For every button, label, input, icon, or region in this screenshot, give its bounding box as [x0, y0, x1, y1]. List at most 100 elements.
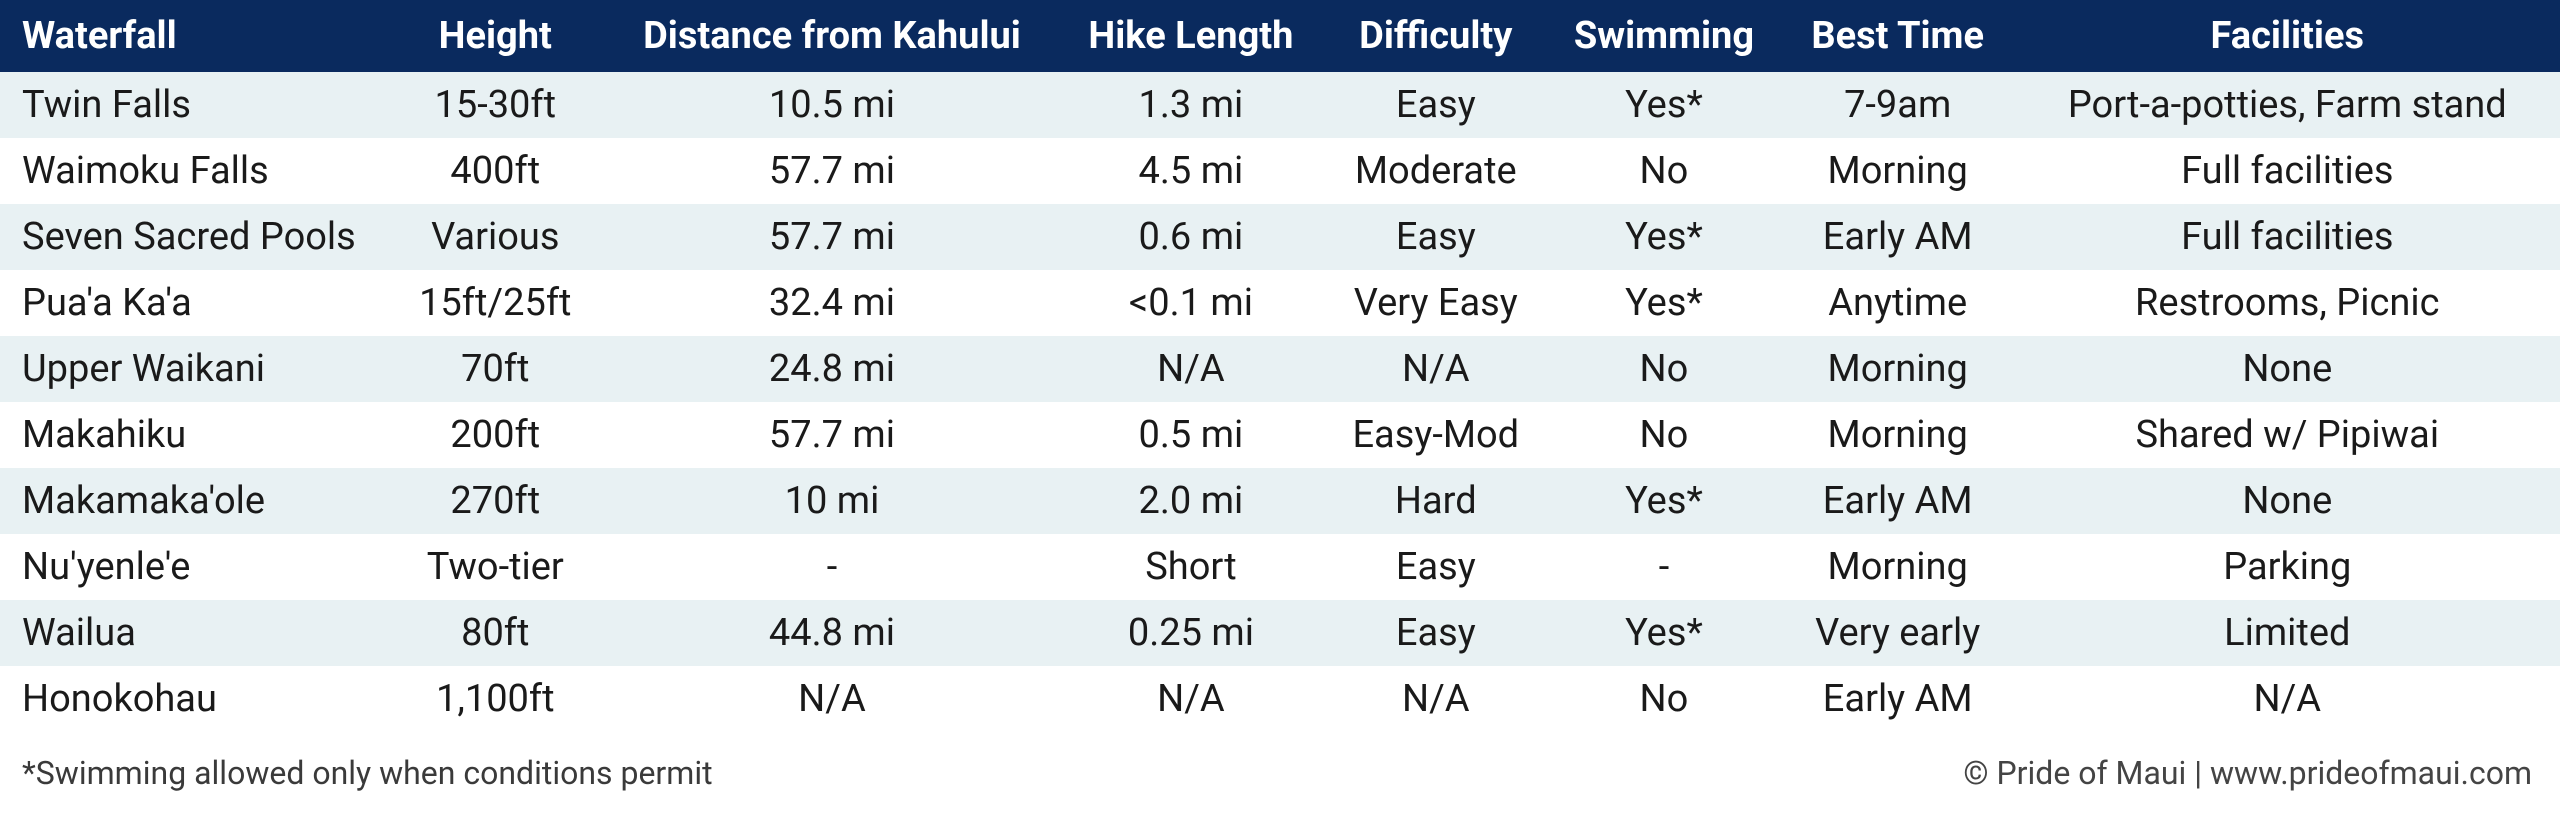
col-besttime: Best Time	[1781, 0, 2015, 72]
cell-swimming: Yes*	[1547, 72, 1781, 138]
cell-besttime: 7-9am	[1781, 72, 2015, 138]
cell-distance: 32.4 mi	[607, 270, 1058, 336]
cell-height: 270ft	[384, 468, 607, 534]
cell-hike: 0.25 mi	[1057, 600, 1324, 666]
cell-difficulty: Easy-Mod	[1324, 402, 1547, 468]
col-hike: Hike Length	[1057, 0, 1324, 72]
cell-swimming: Yes*	[1547, 270, 1781, 336]
cell-facilities: Parking	[2015, 534, 2560, 600]
col-swimming: Swimming	[1547, 0, 1781, 72]
cell-hike: Short	[1057, 534, 1324, 600]
cell-height: 200ft	[384, 402, 607, 468]
table-row: Upper Waikani 70ft 24.8 mi N/A N/A No Mo…	[0, 336, 2560, 402]
col-difficulty: Difficulty	[1324, 0, 1547, 72]
table-row: Twin Falls 15-30ft 10.5 mi 1.3 mi Easy Y…	[0, 72, 2560, 138]
cell-distance: 24.8 mi	[607, 336, 1058, 402]
cell-height: 80ft	[384, 600, 607, 666]
cell-waterfall: Nu'yenle'e	[0, 534, 384, 600]
table-row: Makahiku 200ft 57.7 mi 0.5 mi Easy-Mod N…	[0, 402, 2560, 468]
cell-hike: 1.3 mi	[1057, 72, 1324, 138]
cell-distance: 57.7 mi	[607, 138, 1058, 204]
cell-distance: 10.5 mi	[607, 72, 1058, 138]
cell-difficulty: Easy	[1324, 600, 1547, 666]
cell-swimming: No	[1547, 666, 1781, 732]
cell-swimming: -	[1547, 534, 1781, 600]
cell-difficulty: Easy	[1324, 204, 1547, 270]
cell-distance: -	[607, 534, 1058, 600]
cell-height: 1,100ft	[384, 666, 607, 732]
waterfalls-table: Waterfall Height Distance from Kahului H…	[0, 0, 2560, 732]
cell-hike: <0.1 mi	[1057, 270, 1324, 336]
cell-distance: N/A	[607, 666, 1058, 732]
cell-distance: 57.7 mi	[607, 402, 1058, 468]
cell-waterfall: Wailua	[0, 600, 384, 666]
table-row: Seven Sacred Pools Various 57.7 mi 0.6 m…	[0, 204, 2560, 270]
cell-waterfall: Honokohau	[0, 666, 384, 732]
cell-hike: 4.5 mi	[1057, 138, 1324, 204]
cell-swimming: Yes*	[1547, 468, 1781, 534]
cell-waterfall: Waimoku Falls	[0, 138, 384, 204]
cell-facilities: Port-a-potties, Farm stand	[2015, 72, 2560, 138]
table-header-row: Waterfall Height Distance from Kahului H…	[0, 0, 2560, 72]
cell-facilities: None	[2015, 336, 2560, 402]
cell-waterfall: Upper Waikani	[0, 336, 384, 402]
cell-facilities: Full facilities	[2015, 138, 2560, 204]
cell-facilities: Shared w/ Pipiwai	[2015, 402, 2560, 468]
table-row: Wailua 80ft 44.8 mi 0.25 mi Easy Yes* Ve…	[0, 600, 2560, 666]
cell-besttime: Early AM	[1781, 666, 2015, 732]
cell-besttime: Morning	[1781, 402, 2015, 468]
cell-waterfall: Seven Sacred Pools	[0, 204, 384, 270]
cell-waterfall: Pua'a Ka'a	[0, 270, 384, 336]
cell-facilities: Restrooms, Picnic	[2015, 270, 2560, 336]
cell-height: 400ft	[384, 138, 607, 204]
waterfalls-table-wrap: Waterfall Height Distance from Kahului H…	[0, 0, 2560, 814]
cell-waterfall: Makahiku	[0, 402, 384, 468]
cell-difficulty: N/A	[1324, 336, 1547, 402]
cell-hike: 0.5 mi	[1057, 402, 1324, 468]
col-facilities: Facilities	[2015, 0, 2560, 72]
cell-distance: 57.7 mi	[607, 204, 1058, 270]
cell-besttime: Anytime	[1781, 270, 2015, 336]
cell-distance: 44.8 mi	[607, 600, 1058, 666]
col-height: Height	[384, 0, 607, 72]
cell-height: 15ft/25ft	[384, 270, 607, 336]
cell-swimming: Yes*	[1547, 600, 1781, 666]
cell-besttime: Very early	[1781, 600, 2015, 666]
table-row: Makamaka'ole 270ft 10 mi 2.0 mi Hard Yes…	[0, 468, 2560, 534]
cell-difficulty: N/A	[1324, 666, 1547, 732]
cell-height: Various	[384, 204, 607, 270]
cell-difficulty: Moderate	[1324, 138, 1547, 204]
cell-besttime: Morning	[1781, 138, 2015, 204]
cell-distance: 10 mi	[607, 468, 1058, 534]
table-row: Waimoku Falls 400ft 57.7 mi 4.5 mi Moder…	[0, 138, 2560, 204]
cell-facilities: N/A	[2015, 666, 2560, 732]
cell-besttime: Morning	[1781, 336, 2015, 402]
cell-swimming: Yes*	[1547, 204, 1781, 270]
footnote: *Swimming allowed only when conditions p…	[22, 754, 713, 792]
col-distance: Distance from Kahului	[607, 0, 1058, 72]
cell-height: 15-30ft	[384, 72, 607, 138]
cell-besttime: Morning	[1781, 534, 2015, 600]
cell-facilities: Limited	[2015, 600, 2560, 666]
col-waterfall: Waterfall	[0, 0, 384, 72]
table-row: Pua'a Ka'a 15ft/25ft 32.4 mi <0.1 mi Ver…	[0, 270, 2560, 336]
cell-difficulty: Very Easy	[1324, 270, 1547, 336]
cell-waterfall: Makamaka'ole	[0, 468, 384, 534]
cell-facilities: Full facilities	[2015, 204, 2560, 270]
cell-besttime: Early AM	[1781, 204, 2015, 270]
cell-swimming: No	[1547, 138, 1781, 204]
cell-difficulty: Hard	[1324, 468, 1547, 534]
table-footer: *Swimming allowed only when conditions p…	[0, 732, 2560, 814]
cell-facilities: None	[2015, 468, 2560, 534]
cell-hike: 2.0 mi	[1057, 468, 1324, 534]
table-row: Honokohau 1,100ft N/A N/A N/A No Early A…	[0, 666, 2560, 732]
cell-besttime: Early AM	[1781, 468, 2015, 534]
cell-hike: N/A	[1057, 336, 1324, 402]
cell-waterfall: Twin Falls	[0, 72, 384, 138]
cell-swimming: No	[1547, 336, 1781, 402]
cell-hike: 0.6 mi	[1057, 204, 1324, 270]
table-row: Nu'yenle'e Two-tier - Short Easy - Morni…	[0, 534, 2560, 600]
cell-height: Two-tier	[384, 534, 607, 600]
table-body: Twin Falls 15-30ft 10.5 mi 1.3 mi Easy Y…	[0, 72, 2560, 732]
cell-height: 70ft	[384, 336, 607, 402]
